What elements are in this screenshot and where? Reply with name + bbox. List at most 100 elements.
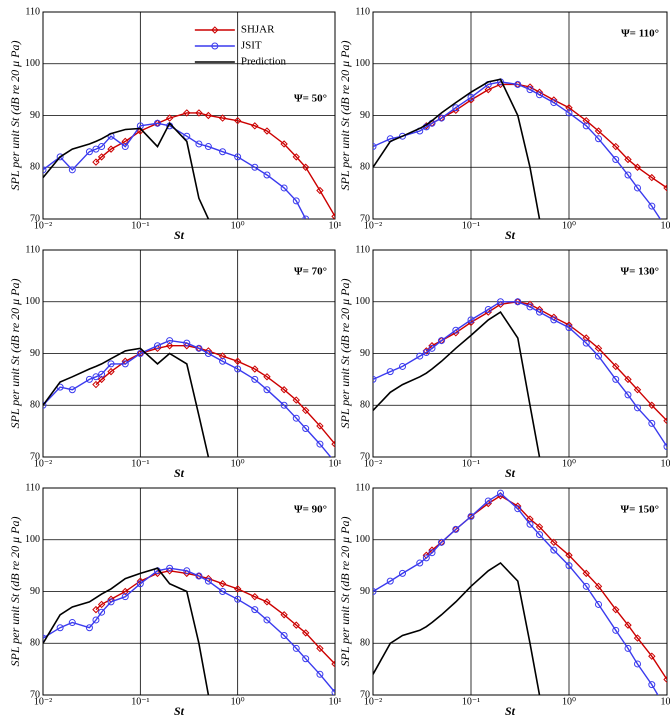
data-point bbox=[624, 644, 632, 652]
data-point bbox=[107, 598, 115, 606]
data-point bbox=[234, 365, 242, 373]
x-tick-label: 10⁻¹ bbox=[131, 220, 149, 231]
data-point bbox=[633, 634, 642, 642]
x-tick-label: 10⁻¹ bbox=[462, 696, 480, 707]
data-point bbox=[565, 104, 573, 112]
series-line bbox=[43, 567, 210, 695]
series-line bbox=[425, 301, 667, 422]
data-point bbox=[422, 348, 430, 356]
panel: 70 80 90 100 110 10⁻² 10⁻¹ 10⁰ 10¹ St SPL per unit… bbox=[8, 244, 342, 480]
data-point bbox=[648, 173, 656, 182]
data-point bbox=[416, 352, 424, 360]
data-point bbox=[582, 122, 590, 130]
series-line bbox=[95, 112, 335, 217]
data-point bbox=[316, 644, 324, 653]
data-point bbox=[251, 375, 259, 383]
y-tick-label: 100 bbox=[355, 534, 370, 545]
data-point bbox=[373, 588, 377, 595]
data-point bbox=[68, 166, 76, 174]
y-tick-label: 110 bbox=[355, 482, 370, 493]
data-point bbox=[183, 109, 191, 117]
data-point bbox=[595, 135, 603, 143]
plot-frame bbox=[42, 487, 336, 696]
data-point bbox=[183, 342, 191, 350]
data-point bbox=[663, 184, 667, 192]
data-point bbox=[565, 551, 573, 559]
data-point bbox=[92, 145, 100, 153]
data-point bbox=[292, 153, 300, 161]
data-point bbox=[85, 624, 93, 632]
x-tick-label: 10⁰ bbox=[562, 458, 576, 469]
x-tick-label: 10⁻² bbox=[364, 220, 382, 231]
data-point bbox=[183, 339, 191, 347]
x-tick-label: 10⁻² bbox=[34, 458, 52, 469]
data-point bbox=[85, 148, 93, 156]
data-point bbox=[550, 99, 558, 107]
x-tick-label: 10⁰ bbox=[231, 696, 245, 707]
data-point bbox=[331, 212, 335, 219]
y-tick-label: 80 bbox=[30, 400, 40, 411]
data-point bbox=[526, 515, 534, 523]
x-tick-label: 10⁻¹ bbox=[462, 220, 480, 231]
data-point bbox=[648, 419, 656, 427]
data-point bbox=[97, 600, 106, 609]
data-point bbox=[92, 158, 100, 166]
data-point bbox=[43, 401, 47, 409]
data-point bbox=[565, 324, 573, 332]
data-point bbox=[514, 80, 522, 88]
data-point bbox=[234, 153, 242, 161]
x-axis-label: St bbox=[505, 228, 516, 242]
data-point bbox=[535, 308, 543, 316]
plot-frame bbox=[372, 249, 668, 458]
x-tick-label: 10⁰ bbox=[231, 458, 245, 469]
data-point bbox=[251, 122, 259, 130]
data-point bbox=[612, 605, 620, 614]
data-point bbox=[582, 334, 590, 342]
data-point bbox=[183, 132, 191, 140]
series-line bbox=[43, 347, 210, 457]
x-tick-label: 10⁰ bbox=[562, 696, 576, 707]
data-point bbox=[204, 577, 212, 585]
data-point bbox=[121, 360, 129, 368]
data-point bbox=[280, 611, 288, 619]
data-point bbox=[121, 587, 129, 596]
data-point bbox=[85, 375, 93, 383]
data-point bbox=[301, 406, 310, 415]
data-point bbox=[648, 681, 656, 689]
data-point bbox=[612, 375, 620, 383]
series-line bbox=[373, 78, 541, 219]
data-point bbox=[263, 127, 271, 135]
y-tick-label: 100 bbox=[25, 58, 40, 69]
data-point bbox=[56, 624, 64, 632]
y-tick-label: 70 bbox=[360, 689, 370, 700]
data-point bbox=[484, 85, 492, 94]
y-tick-label: 110 bbox=[355, 6, 370, 17]
data-point bbox=[399, 362, 407, 370]
data-point bbox=[399, 569, 407, 577]
series-line bbox=[43, 339, 332, 457]
data-point bbox=[166, 337, 174, 345]
y-tick-label: 90 bbox=[360, 586, 370, 597]
annotation: Ψ= 130° bbox=[621, 266, 660, 278]
data-point bbox=[467, 512, 475, 520]
data-point bbox=[219, 148, 227, 156]
data-point bbox=[316, 440, 324, 448]
data-point bbox=[526, 86, 534, 94]
data-point bbox=[292, 621, 300, 629]
data-point bbox=[386, 577, 394, 585]
series-line bbox=[43, 122, 307, 219]
x-tick-label: 10⁰ bbox=[231, 220, 245, 231]
y-tick-label: 110 bbox=[25, 244, 40, 255]
data-point bbox=[452, 525, 460, 533]
y-tick-label: 100 bbox=[25, 534, 40, 545]
y-axis-label: SPL per unit St (dB re 20 μ Pa) bbox=[8, 278, 22, 428]
data-point bbox=[514, 298, 522, 306]
data-point bbox=[280, 631, 288, 639]
data-point bbox=[484, 497, 492, 505]
data-point bbox=[316, 186, 324, 195]
series-line bbox=[43, 567, 335, 693]
y-tick-label: 70 bbox=[360, 451, 370, 462]
data-point bbox=[582, 582, 590, 590]
data-point bbox=[648, 401, 656, 409]
data-point bbox=[280, 386, 288, 394]
